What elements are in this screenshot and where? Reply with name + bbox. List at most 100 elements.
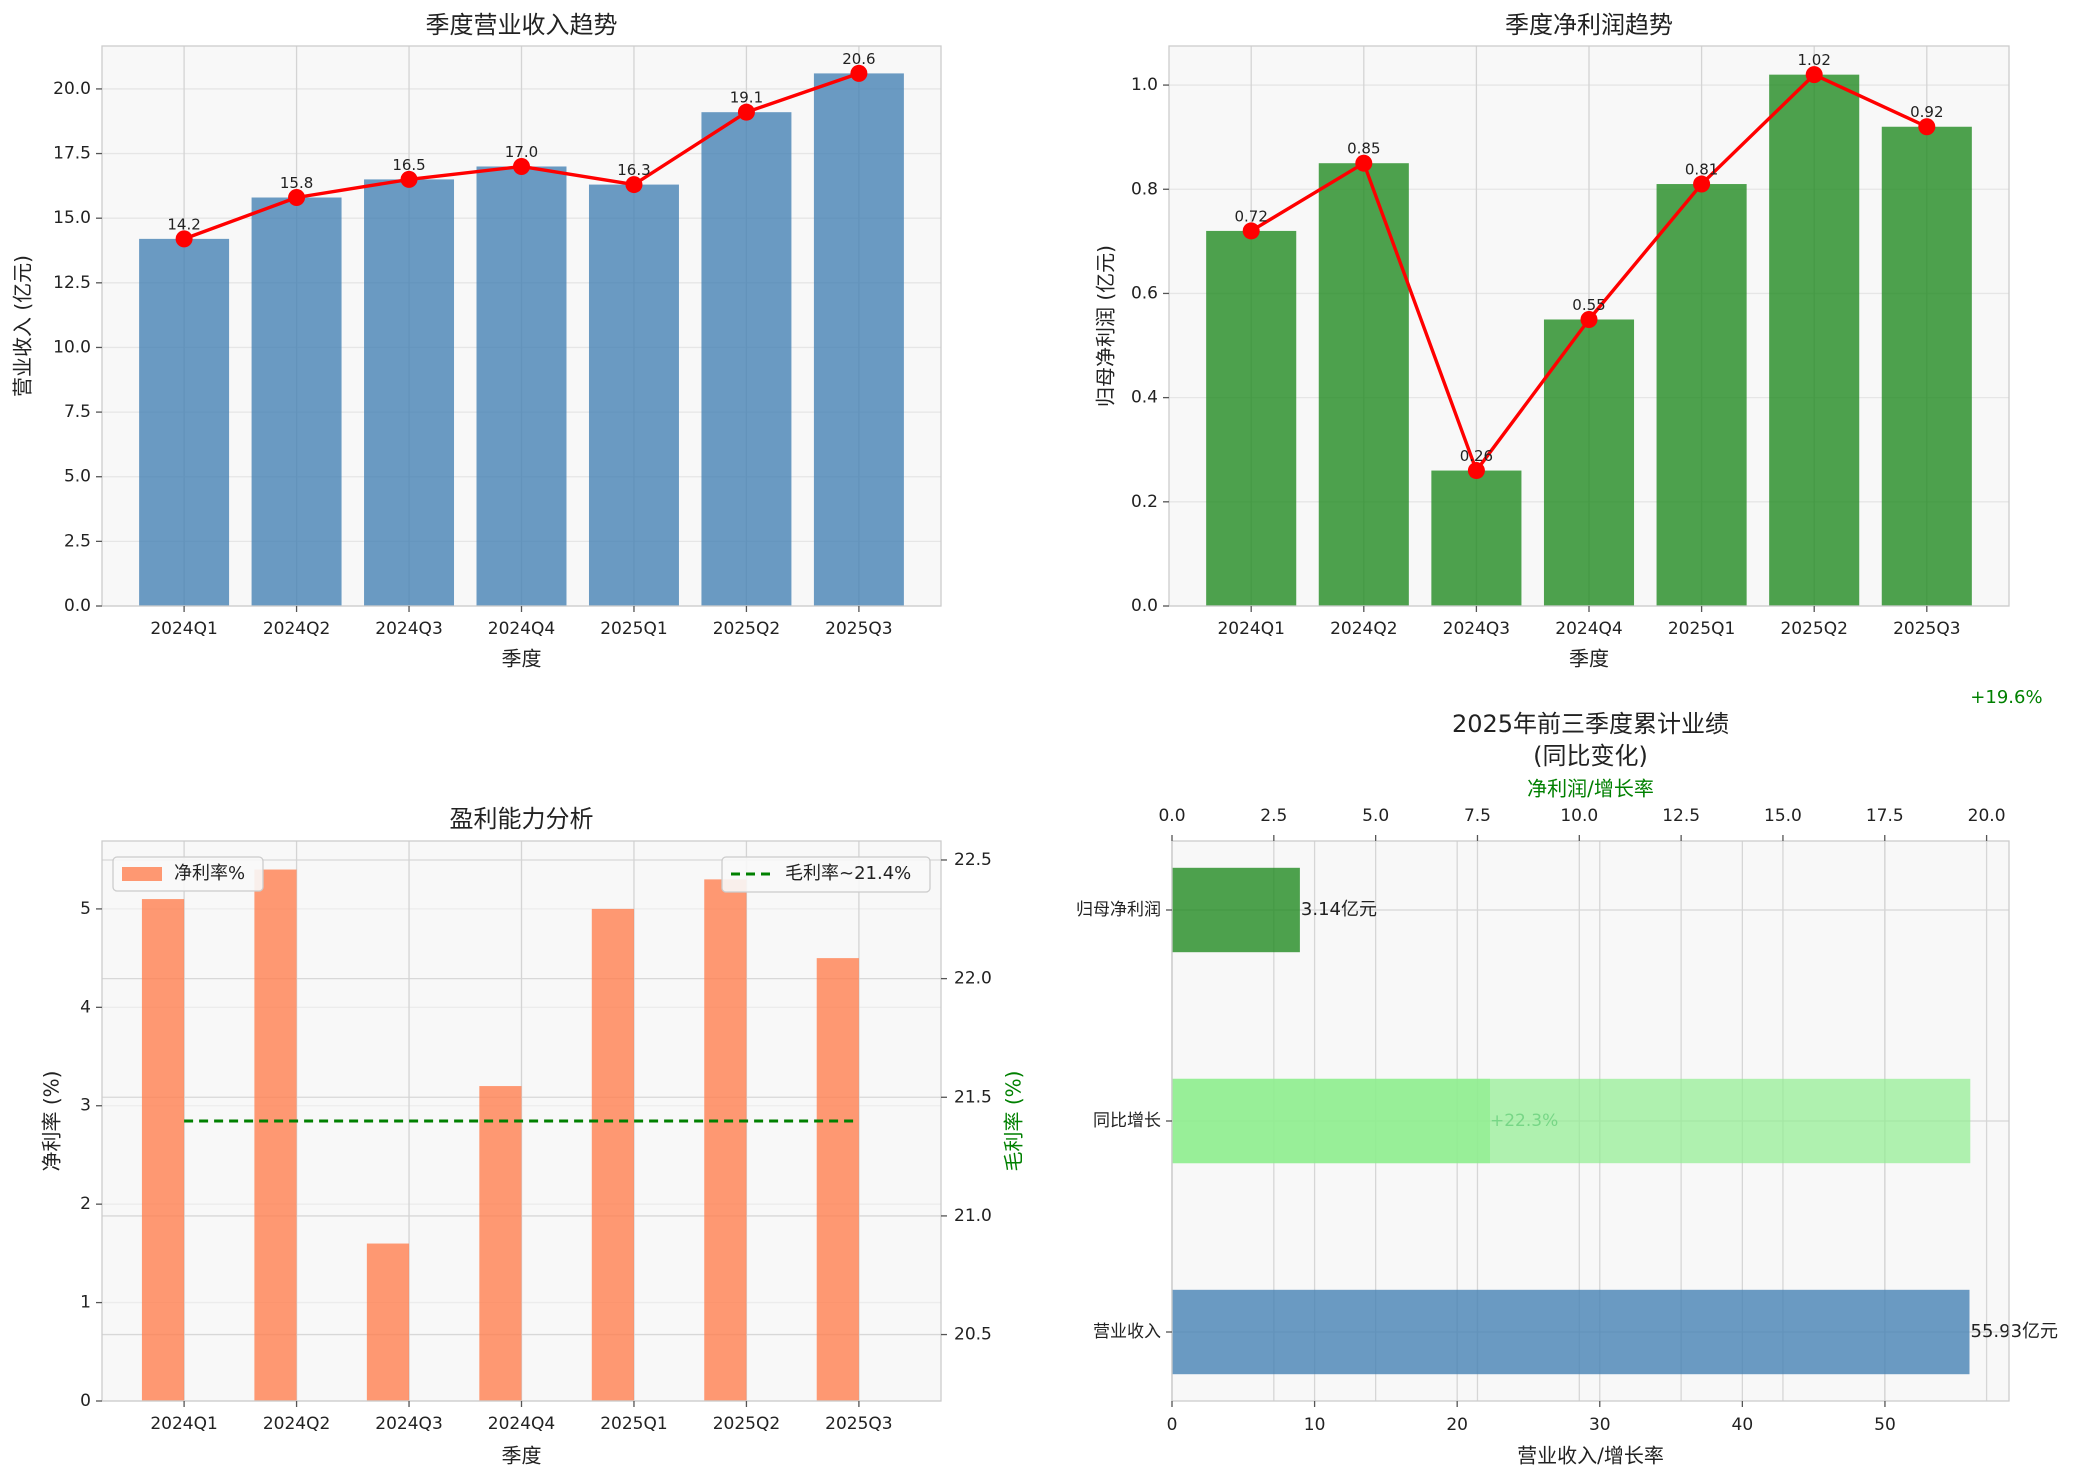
y-right-tick-label: 21.0 xyxy=(954,1206,992,1226)
revenue-point xyxy=(625,176,643,194)
net-margin-bar xyxy=(141,899,185,1401)
x-tick-label: 2024Q3 xyxy=(375,619,442,639)
x-tick-label: 2024Q2 xyxy=(263,1414,330,1434)
y-tick-label: 7.5 xyxy=(64,402,91,422)
data-label: 16.3 xyxy=(617,161,650,179)
x-top-tick-label: 2.5 xyxy=(1260,806,1287,826)
x-tick-label: 0 xyxy=(1167,1415,1178,1435)
y-tick-label: 0.4 xyxy=(1131,388,1158,408)
y-axis-label: 营业收入 (亿元) xyxy=(11,255,35,397)
data-label: 16.5 xyxy=(392,156,425,174)
cumulative-revenue-bar xyxy=(1172,1289,1970,1375)
y-right-tick-label: 20.5 xyxy=(954,1325,992,1345)
x-tick-label: 2024Q1 xyxy=(150,619,217,639)
x-tick-label: 2024Q4 xyxy=(488,619,555,639)
data-label: 20.6 xyxy=(842,50,875,68)
net-margin-bar xyxy=(479,1086,522,1401)
net-margin-bar xyxy=(591,908,634,1401)
y-tick-label: 10.0 xyxy=(53,337,91,357)
x-top-axis-label: 净利润/增长率 xyxy=(1527,777,1654,801)
legend-box-net-margin xyxy=(112,856,264,892)
y-tick-label: 0.2 xyxy=(1131,492,1158,512)
y-tick-label: 归母净利润 xyxy=(1076,900,1161,920)
data-label: 0.85 xyxy=(1347,140,1380,158)
net-profit-bar xyxy=(1431,470,1522,606)
x-tick-label: 2024Q3 xyxy=(375,1414,442,1434)
x-tick-label: 2024Q1 xyxy=(150,1414,217,1434)
net-profit-bar xyxy=(1318,163,1409,607)
revenue-bar xyxy=(813,73,904,607)
profitability-chart: 2024Q1 2024Q2 2024Q3 2024Q4 2025Q1 2025Q2 2025… xyxy=(40,805,1026,1468)
data-label: 19.1 xyxy=(730,89,763,107)
net-profit-bar xyxy=(1881,126,1972,606)
y-tick-label: 15.0 xyxy=(53,208,91,228)
y-right-tick-label: 22.0 xyxy=(954,969,992,989)
net-profit-bar xyxy=(1656,184,1747,606)
y-tick-label: 0.0 xyxy=(64,596,91,616)
data-label: 0.92 xyxy=(1910,103,1943,121)
y-tick-label: 5 xyxy=(80,899,91,919)
profit-trend-chart: 0.72 0.85 0.26 0.55 0.81 1.02 0.92 2024Q1 2024Q2… xyxy=(1094,11,2010,671)
cumulative-performance-chart: +22.3%55.93亿元3.14亿元+19.6%010203040500.02… xyxy=(1076,687,2058,1468)
data-label: 0.26 xyxy=(1460,447,1493,465)
profit-growth-bar xyxy=(1172,1078,1971,1164)
x-axis-label: 营业收入/增长率 xyxy=(1517,1444,1664,1468)
x-tick-label: 2025Q1 xyxy=(1668,619,1735,639)
x-top-tick-label: 5.0 xyxy=(1362,806,1389,826)
net-profit-bar xyxy=(1543,319,1635,606)
legend-label-gross-margin: 毛利率~21.4% xyxy=(785,863,911,884)
chart-title: 盈利能力分析 xyxy=(450,805,594,833)
x-tick-label: 2025Q2 xyxy=(1780,619,1847,639)
x-tick-label: 10 xyxy=(1304,1415,1326,1435)
x-tick-label: 30 xyxy=(1589,1415,1611,1435)
x-top-tick-label: 10.0 xyxy=(1560,806,1598,826)
net-profit-point xyxy=(1693,175,1711,193)
revenue-point xyxy=(288,189,306,207)
revenue-point xyxy=(850,64,868,82)
x-axis-label: 季度 xyxy=(502,1444,542,1468)
x-top-tick-label: 20.0 xyxy=(1968,806,2006,826)
y-tick-label: 20.0 xyxy=(53,79,91,99)
x-tick-label: 2025Q3 xyxy=(1893,619,1960,639)
y-tick-label: 营业收入 xyxy=(1093,1322,1161,1342)
data-label: 17.0 xyxy=(505,143,538,161)
net-profit-point xyxy=(1580,310,1598,328)
net-profit-bar xyxy=(1769,74,1860,606)
chart-title: 季度营业收入趋势 xyxy=(426,11,618,39)
x-tick-label: 2025Q3 xyxy=(825,619,892,639)
revenue-bar xyxy=(701,112,792,606)
chart-title: 2025年前三季度累计业绩 xyxy=(1452,710,1729,738)
net-profit-point xyxy=(1918,118,1936,136)
y-tick-label: 3 xyxy=(80,1096,91,1116)
y-tick-label: 1.0 xyxy=(1131,75,1158,95)
y-tick-label: 0.8 xyxy=(1131,179,1158,199)
x-tick-label: 2025Q3 xyxy=(825,1414,892,1434)
x-top-tick-label: 7.5 xyxy=(1464,806,1491,826)
x-axis-label: 季度 xyxy=(1569,647,1609,671)
y-axis-label: 净利率 (%) xyxy=(40,1071,64,1172)
data-label: 0.55 xyxy=(1572,296,1605,314)
data-label: 1.02 xyxy=(1797,51,1830,69)
y-right-tick-label: 22.5 xyxy=(954,850,992,870)
x-tick-label: 2025Q1 xyxy=(600,1414,667,1434)
chart-subtitle: (同比变化) xyxy=(1533,742,1648,770)
net-profit-point xyxy=(1242,222,1260,240)
y-tick-label: 4 xyxy=(80,997,91,1017)
net-margin-bar xyxy=(366,1243,410,1401)
x-top-tick-label: 17.5 xyxy=(1866,806,1904,826)
x-tick-label: 2025Q2 xyxy=(713,619,780,639)
revenue-bar xyxy=(476,166,567,606)
profit-growth-label: +19.6% xyxy=(1970,687,2042,708)
x-axis-label: 季度 xyxy=(502,647,542,671)
revenue-bar xyxy=(364,179,455,606)
y-tick-label: 17.5 xyxy=(53,144,91,164)
x-tick-label: 2024Q2 xyxy=(1330,619,1397,639)
y-tick-label: 同比增长 xyxy=(1093,1111,1161,1131)
net-margin-bar xyxy=(704,879,747,1401)
x-tick-label: 40 xyxy=(1732,1415,1754,1435)
data-label: 0.72 xyxy=(1234,207,1267,225)
revenue-bar xyxy=(251,197,342,607)
x-tick-label: 2025Q1 xyxy=(600,619,667,639)
y-axis-label: 归母净利润 (亿元) xyxy=(1094,245,1118,407)
x-tick-label: 2025Q2 xyxy=(713,1414,780,1434)
